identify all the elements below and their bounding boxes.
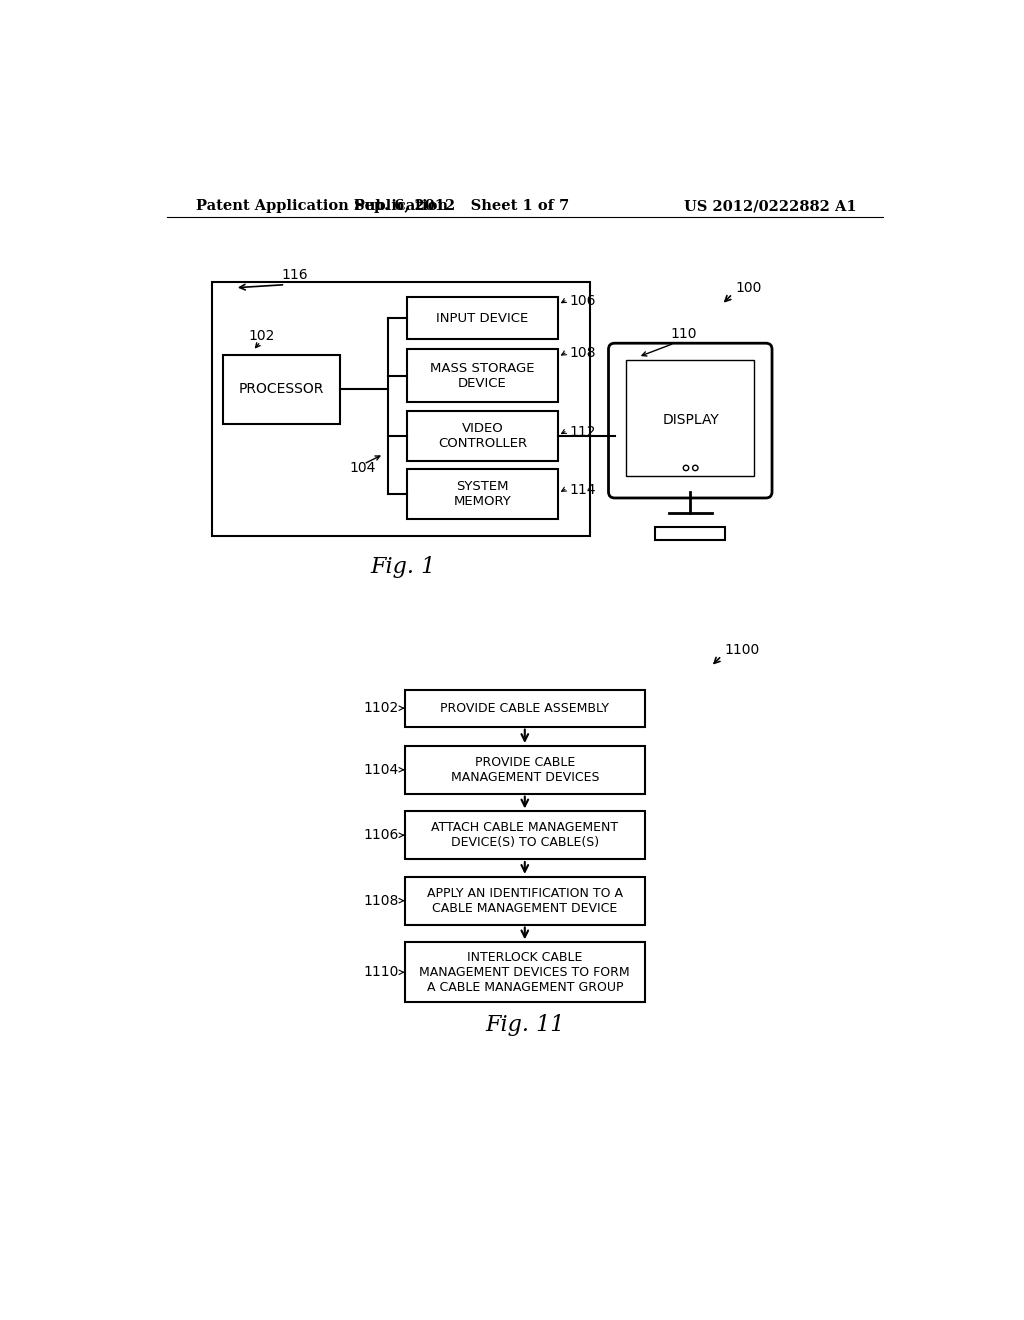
Text: INPUT DEVICE: INPUT DEVICE [436,312,528,325]
Bar [627,360,755,475]
Text: 116: 116 [282,268,308,282]
Text: PROVIDE CABLE ASSEMBLY: PROVIDE CABLE ASSEMBLY [440,702,609,714]
Bar [407,297,558,339]
Text: PROVIDE CABLE
MANAGEMENT DEVICES: PROVIDE CABLE MANAGEMENT DEVICES [451,756,599,784]
Bar [407,469,558,519]
Text: 1108: 1108 [364,894,398,908]
Text: ATTACH CABLE MANAGEMENT
DEVICE(S) TO CABLE(S): ATTACH CABLE MANAGEMENT DEVICE(S) TO CAB… [431,821,618,849]
Text: APPLY AN IDENTIFICATION TO A
CABLE MANAGEMENT DEVICE: APPLY AN IDENTIFICATION TO A CABLE MANAG… [427,887,623,915]
Bar [222,355,340,424]
Text: PROCESSOR: PROCESSOR [239,383,325,396]
Text: SYSTEM
MEMORY: SYSTEM MEMORY [454,479,511,508]
Bar [404,812,645,859]
Bar [407,411,558,461]
Bar [212,281,590,536]
Text: INTERLOCK CABLE
MANAGEMENT DEVICES TO FORM
A CABLE MANAGEMENT GROUP: INTERLOCK CABLE MANAGEMENT DEVICES TO FO… [420,950,630,994]
Text: DISPLAY: DISPLAY [663,413,719,428]
Bar [404,876,645,924]
Text: 106: 106 [569,294,596,308]
Text: US 2012/0222882 A1: US 2012/0222882 A1 [684,199,856,213]
Bar [407,350,558,401]
Text: 1106: 1106 [364,828,398,842]
Bar [655,527,725,540]
Text: 110: 110 [671,327,697,341]
Text: 104: 104 [349,461,376,475]
Text: 108: 108 [569,346,596,360]
Bar [404,746,645,793]
Text: Patent Application Publication: Patent Application Publication [197,199,449,213]
Text: 1102: 1102 [364,701,398,715]
Text: Fig. 11: Fig. 11 [485,1014,564,1036]
Text: 1104: 1104 [364,763,398,776]
Text: 102: 102 [249,329,275,342]
Text: Fig. 1: Fig. 1 [371,556,436,578]
Text: VIDEO
CONTROLLER: VIDEO CONTROLLER [438,422,527,450]
Bar [404,942,645,1002]
Text: 114: 114 [569,483,596,496]
Bar [404,689,645,726]
FancyBboxPatch shape [608,343,772,498]
Text: 100: 100 [735,281,762,294]
Text: 1110: 1110 [364,965,398,979]
Text: 1100: 1100 [725,643,760,656]
Text: 112: 112 [569,425,596,438]
Text: Sep. 6, 2012   Sheet 1 of 7: Sep. 6, 2012 Sheet 1 of 7 [353,199,569,213]
Text: MASS STORAGE
DEVICE: MASS STORAGE DEVICE [430,362,535,389]
